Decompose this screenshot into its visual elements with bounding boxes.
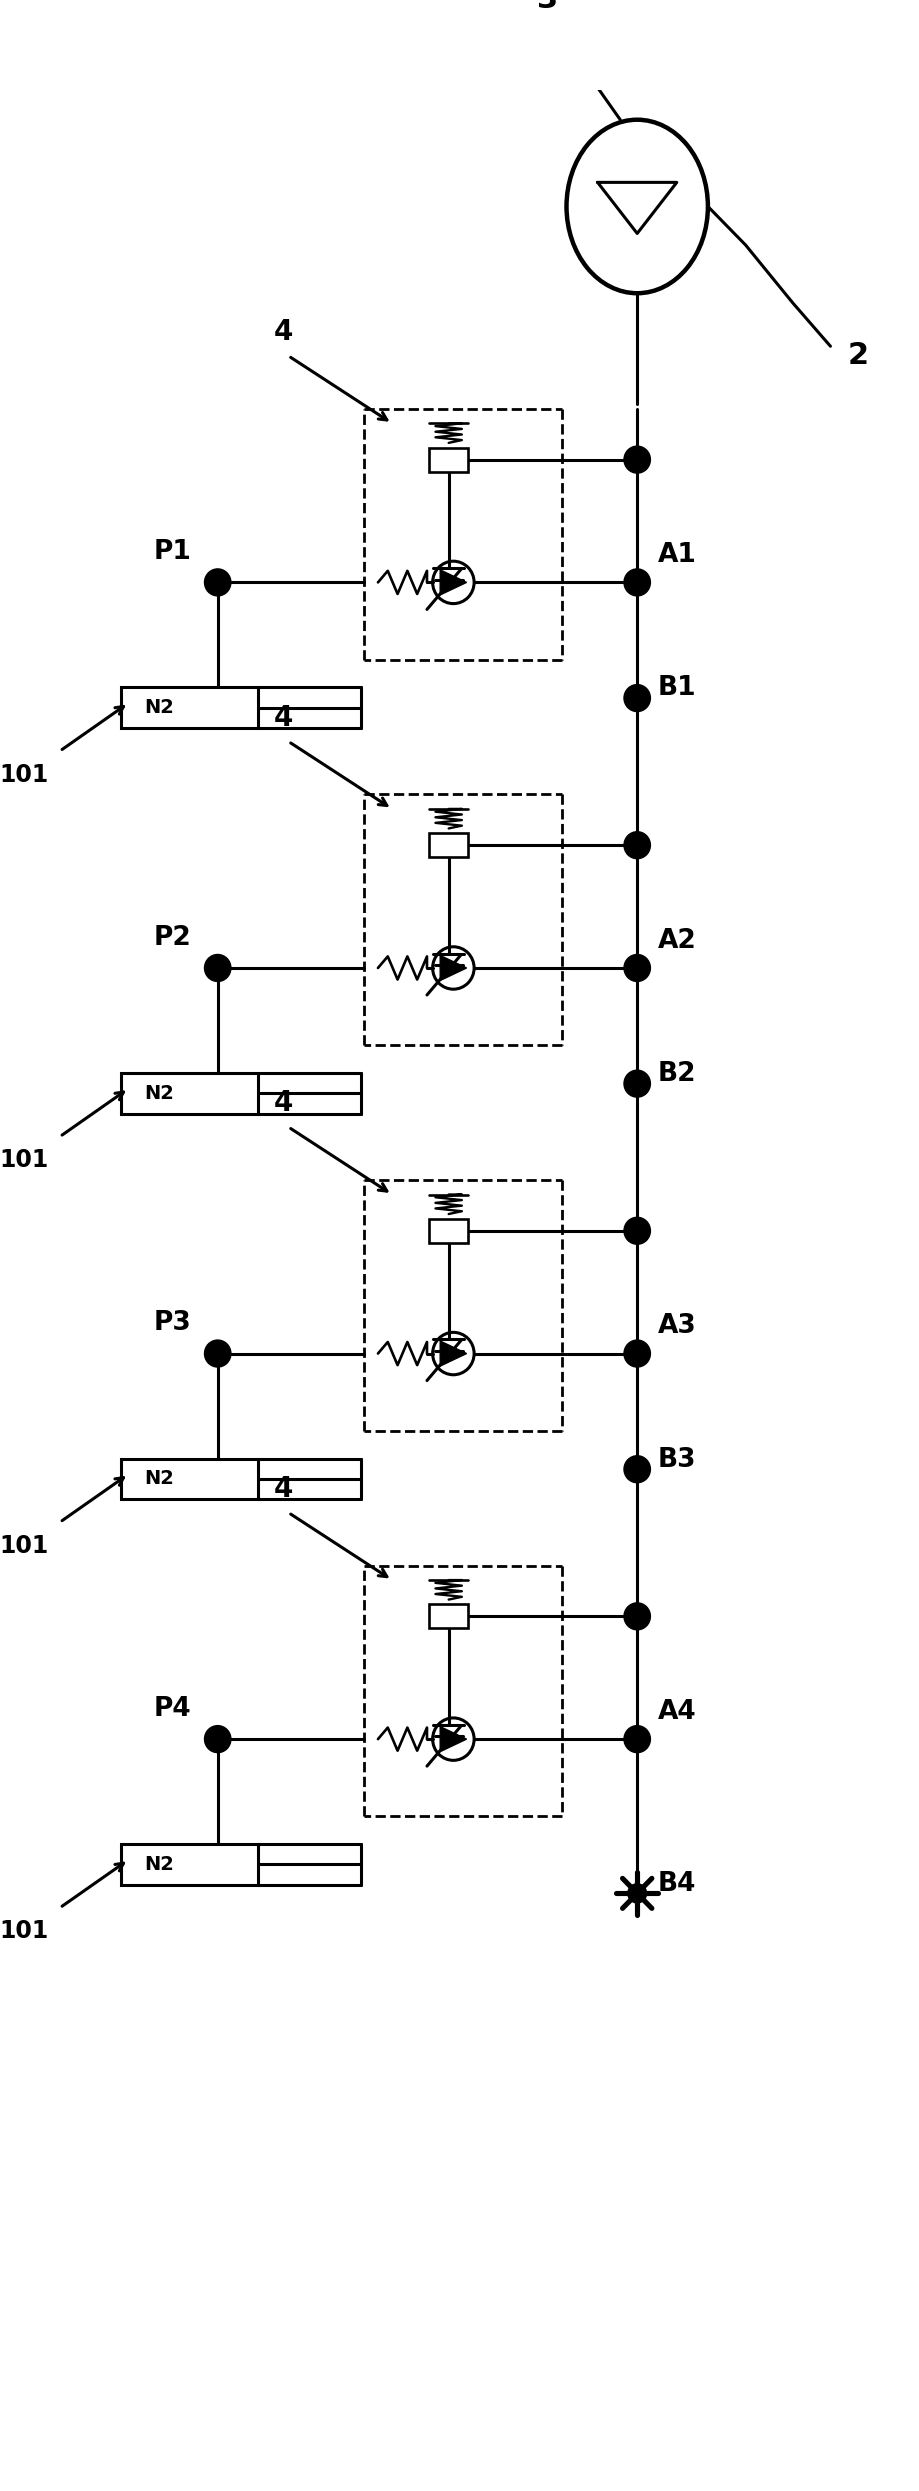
Text: P4: P4: [153, 1696, 191, 1721]
Circle shape: [623, 446, 650, 473]
Circle shape: [623, 1218, 650, 1246]
Polygon shape: [439, 1726, 466, 1751]
Circle shape: [204, 568, 231, 595]
Circle shape: [204, 1726, 231, 1754]
Circle shape: [623, 1726, 650, 1754]
Circle shape: [627, 1883, 646, 1903]
Text: 101: 101: [0, 1534, 49, 1557]
Circle shape: [623, 832, 650, 859]
Bar: [428, 834, 468, 857]
Circle shape: [623, 685, 650, 712]
Circle shape: [623, 1340, 650, 1368]
Bar: [428, 448, 468, 471]
Text: N2: N2: [144, 1856, 174, 1873]
Bar: [121, 688, 257, 727]
Text: 101: 101: [0, 1148, 49, 1173]
Text: A4: A4: [657, 1699, 696, 1724]
Text: 4: 4: [274, 319, 293, 346]
Polygon shape: [439, 1340, 466, 1365]
Circle shape: [623, 1071, 650, 1096]
Bar: [121, 1460, 257, 1500]
Text: 4: 4: [274, 1475, 293, 1502]
Text: B4: B4: [657, 1871, 696, 1896]
Text: 4: 4: [274, 705, 293, 732]
Text: B3: B3: [657, 1447, 696, 1472]
Text: N2: N2: [144, 1084, 174, 1104]
Text: P3: P3: [153, 1310, 191, 1335]
Circle shape: [623, 568, 650, 595]
Bar: [428, 1604, 468, 1629]
Circle shape: [204, 954, 231, 981]
Text: A1: A1: [657, 543, 696, 568]
Text: B1: B1: [657, 675, 696, 702]
Text: N2: N2: [144, 697, 174, 717]
Circle shape: [623, 954, 650, 981]
Circle shape: [623, 1602, 650, 1629]
Polygon shape: [439, 570, 466, 595]
Bar: [121, 1843, 257, 1886]
Text: 3: 3: [537, 0, 558, 12]
Text: 4: 4: [274, 1089, 293, 1118]
Text: P1: P1: [153, 538, 191, 565]
Text: A2: A2: [657, 927, 696, 954]
Text: P2: P2: [153, 924, 191, 952]
Polygon shape: [439, 957, 466, 981]
Text: N2: N2: [144, 1470, 174, 1487]
Text: 2: 2: [846, 341, 868, 371]
Text: B2: B2: [657, 1061, 696, 1086]
Circle shape: [623, 1455, 650, 1482]
Text: 101: 101: [0, 762, 49, 787]
Text: 101: 101: [0, 1921, 49, 1943]
Bar: [121, 1074, 257, 1113]
Text: A3: A3: [657, 1313, 696, 1340]
Circle shape: [204, 1340, 231, 1368]
Bar: [428, 1218, 468, 1243]
